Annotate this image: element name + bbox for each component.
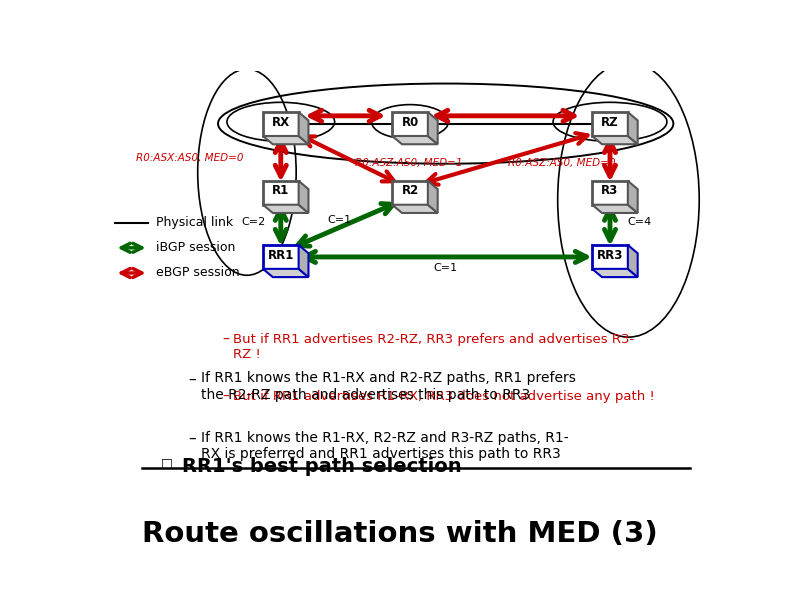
Polygon shape <box>263 205 309 213</box>
FancyBboxPatch shape <box>592 181 628 205</box>
Text: If RR1 knows the R1-RX and R2-RZ paths, RR1 prefers
the R2-RZ path and advertise: If RR1 knows the R1-RX and R2-RZ paths, … <box>201 371 576 402</box>
Polygon shape <box>392 205 437 213</box>
FancyBboxPatch shape <box>263 181 299 205</box>
Polygon shape <box>263 136 309 144</box>
Text: RR3: RR3 <box>597 249 623 262</box>
Text: R0:ASZ:AS0, MED=0: R0:ASZ:AS0, MED=0 <box>508 158 616 168</box>
Polygon shape <box>592 205 638 213</box>
Text: –: – <box>222 390 229 404</box>
Text: eBGP session: eBGP session <box>156 267 240 280</box>
Text: RR1: RR1 <box>268 249 294 262</box>
FancyBboxPatch shape <box>592 245 628 269</box>
Polygon shape <box>628 181 638 213</box>
Text: R0:ASX:AS0, MED=0: R0:ASX:AS0, MED=0 <box>137 154 244 164</box>
Text: If RR1 knows the R1-RX, R2-RZ and R3-RZ paths, R1-
RX is preferred and RR1 adver: If RR1 knows the R1-RX, R2-RZ and R3-RZ … <box>201 431 569 461</box>
Polygon shape <box>628 245 638 277</box>
Text: Physical link: Physical link <box>156 216 233 229</box>
Text: iBGP session: iBGP session <box>156 242 236 254</box>
FancyBboxPatch shape <box>392 181 428 205</box>
Polygon shape <box>299 245 309 277</box>
Text: R0:ASZ:AS0, MED=1: R0:ASZ:AS0, MED=1 <box>355 158 462 168</box>
Text: –: – <box>188 431 196 446</box>
Text: C=1: C=1 <box>434 263 457 273</box>
Polygon shape <box>263 269 309 277</box>
Text: But if RR1 advertises R2-RZ, RR3 prefers and advertises R3-
RZ !: But if RR1 advertises R2-RZ, RR3 prefers… <box>233 333 634 361</box>
Text: RZ: RZ <box>601 116 619 129</box>
Polygon shape <box>299 181 309 213</box>
Polygon shape <box>592 136 638 144</box>
Text: C=2: C=2 <box>241 217 265 227</box>
FancyBboxPatch shape <box>392 112 428 136</box>
Polygon shape <box>628 112 638 144</box>
Text: Route oscillations with MED (3): Route oscillations with MED (3) <box>142 521 658 549</box>
Text: –: – <box>222 333 229 346</box>
Polygon shape <box>428 181 437 213</box>
Text: RR1's best path selection: RR1's best path selection <box>183 457 462 476</box>
Polygon shape <box>428 112 437 144</box>
Text: R3: R3 <box>601 184 619 198</box>
Text: R0: R0 <box>402 116 418 129</box>
Text: RX: RX <box>272 116 290 129</box>
Polygon shape <box>592 269 638 277</box>
FancyBboxPatch shape <box>263 112 299 136</box>
Text: C=1: C=1 <box>327 215 351 224</box>
Text: C=4: C=4 <box>627 217 652 227</box>
Text: R2: R2 <box>402 184 418 198</box>
Polygon shape <box>392 136 437 144</box>
FancyBboxPatch shape <box>263 245 299 269</box>
Text: R1: R1 <box>272 184 289 198</box>
Text: □: □ <box>160 456 172 469</box>
Polygon shape <box>299 112 309 144</box>
FancyBboxPatch shape <box>592 112 628 136</box>
Text: –: – <box>188 371 196 387</box>
Text: But if RR1 advertises R1-RX, RR3 does not advertise any path !: But if RR1 advertises R1-RX, RR3 does no… <box>233 390 655 403</box>
